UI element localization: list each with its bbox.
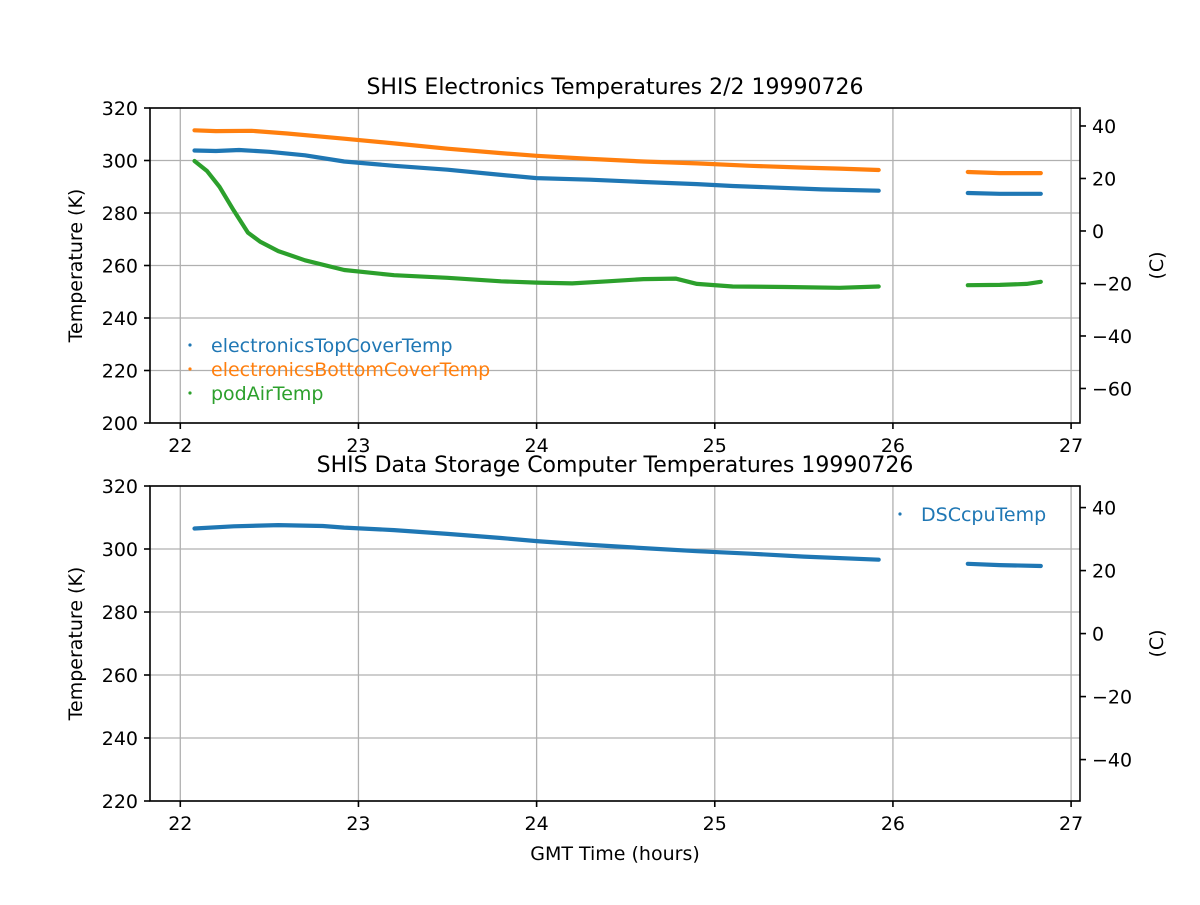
top-right-axis-label: (C): [1146, 251, 1168, 279]
right-tick-label: −60: [1092, 378, 1132, 400]
y-tick-label: 240: [102, 728, 138, 750]
x-tick-label: 24: [525, 435, 549, 457]
right-tick-label: 40: [1092, 498, 1116, 520]
series-DSCcpuTemp: [965, 561, 1043, 569]
legend-label-podAirTemp: podAirTemp: [211, 383, 323, 405]
legend-marker-DSCcpuTemp: [898, 512, 902, 516]
series-DSCcpuTemp: [192, 522, 881, 562]
right-tick-label: −20: [1092, 273, 1132, 295]
x-tick-label: 27: [1059, 435, 1083, 457]
y-tick-label: 240: [102, 308, 138, 330]
y-tick-label: 220: [102, 361, 138, 383]
series-electronicsTopCoverTemp: [192, 147, 881, 193]
right-tick-label: −40: [1092, 750, 1132, 772]
series-electronicsBottomCoverTemp: [192, 128, 881, 173]
legend-label-DSCcpuTemp: DSCcpuTemp: [921, 504, 1046, 526]
y-tick-label: 220: [102, 791, 138, 813]
legend-marker-electronicsBottomCoverTemp: [188, 367, 192, 371]
right-tick-label: −40: [1092, 326, 1132, 348]
x-tick-label: 23: [346, 435, 370, 457]
x-tick-label: 22: [168, 813, 192, 835]
series-podAirTemp: [192, 158, 881, 290]
right-tick-label: −20: [1092, 687, 1132, 709]
x-tick-label: 24: [525, 813, 549, 835]
legend-label-electronicsBottomCoverTemp: electronicsBottomCoverTemp: [211, 359, 490, 381]
legend-label-electronicsTopCoverTemp: electronicsTopCoverTemp: [211, 335, 453, 357]
x-tick-label: 25: [703, 813, 727, 835]
top-y-axis-label: Temperature (K): [65, 189, 87, 344]
y-tick-label: 300: [102, 151, 138, 173]
series-podAirTemp: [965, 279, 1043, 288]
x-tick-label: 26: [881, 813, 905, 835]
y-tick-label: 320: [102, 98, 138, 120]
bottom-right-axis-label: (C): [1146, 629, 1168, 657]
y-tick-label: 260: [102, 665, 138, 687]
right-tick-label: 20: [1092, 561, 1116, 583]
x-tick-label: 26: [881, 435, 905, 457]
x-tick-label: 25: [703, 435, 727, 457]
bottom-axes-series: [192, 522, 1043, 569]
series-electronicsTopCoverTemp: [965, 190, 1043, 196]
top-axes-ticks: 22 23 24 25 26 27200220240260280300320−60−40−…: [102, 98, 1132, 457]
bottom-axes-gridlines: [150, 485, 1080, 802]
x-axis-label: GMT Time (hours): [530, 843, 700, 865]
legend-marker-electronicsTopCoverTemp: [188, 343, 192, 347]
bottom-chart-title: SHIS Data Storage Computer Temperatures …: [317, 453, 914, 478]
top-chart-title: SHIS Electronics Temperatures 2/2 199907…: [366, 75, 863, 100]
legend-marker-podAirTemp: [188, 391, 192, 395]
bottom-y-axis-label: Temperature (K): [65, 567, 87, 722]
y-tick-label: 320: [102, 476, 138, 498]
bottom-legend: DSCcpuTemp: [898, 504, 1046, 526]
y-tick-label: 260: [102, 256, 138, 278]
right-tick-label: 0: [1092, 221, 1104, 243]
x-tick-label: 22: [168, 435, 192, 457]
right-tick-label: 0: [1092, 624, 1104, 646]
top-axes-series: [192, 128, 1043, 290]
top-legend: electronicsTopCoverTemp electronicsBotto…: [188, 335, 490, 405]
bottom-axes-frame: [149, 485, 1081, 802]
right-tick-label: 40: [1092, 116, 1116, 138]
x-tick-label: 27: [1059, 813, 1083, 835]
bottom-axes-ticks: 22 23 24 25 26 27 220 240 260 280 300 320 −40 −20 0 20 4…: [102, 476, 1132, 835]
y-tick-label: 200: [102, 413, 138, 435]
series-electronicsBottomCoverTemp: [965, 169, 1043, 176]
y-tick-label: 280: [102, 203, 138, 225]
x-tick-label: 23: [346, 813, 370, 835]
y-tick-label: 280: [102, 602, 138, 624]
top-axes: 22 23 24 25 26 27200220240260280300320−60−40−…: [65, 75, 1168, 457]
y-tick-label: 300: [102, 539, 138, 561]
right-tick-label: 20: [1092, 168, 1116, 190]
bottom-axes: 22 23 24 25 26 27 220 240 260 280 300 320 −40 −20 0 20 4…: [65, 453, 1168, 865]
